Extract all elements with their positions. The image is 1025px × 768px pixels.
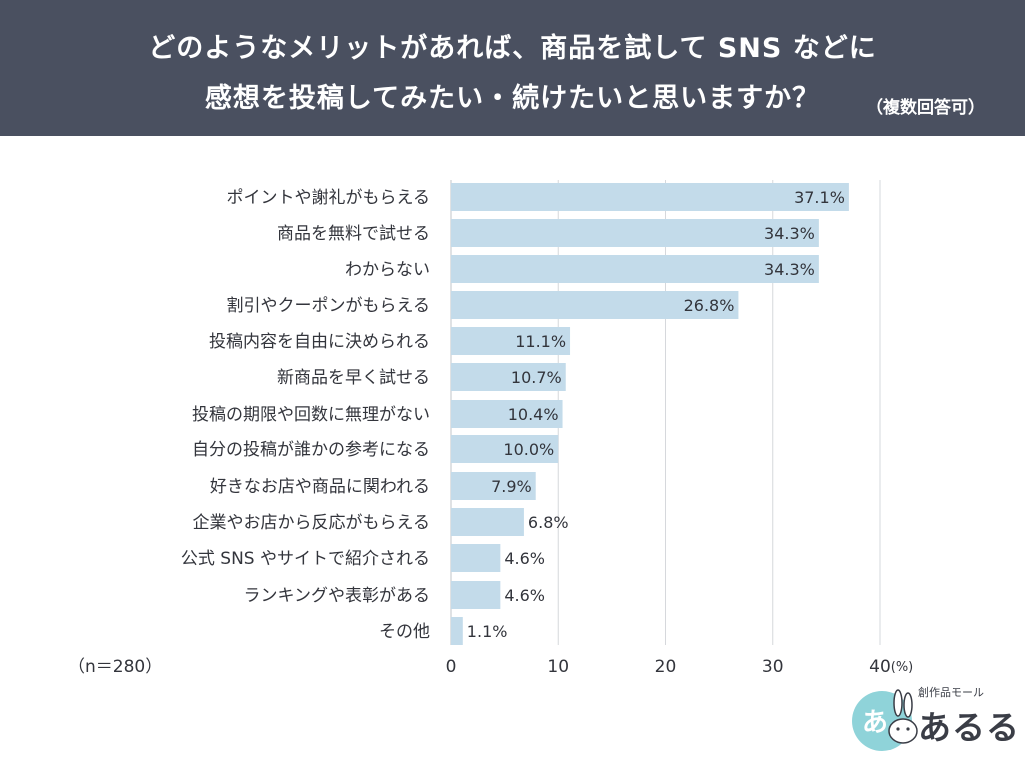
category-label: 好きなお店や商品に関われる: [210, 477, 430, 497]
value-label: 7.9%: [491, 477, 532, 496]
category-label: その他: [379, 622, 430, 642]
bar: [451, 472, 536, 500]
multiple-answer-note: （複数回答可）: [866, 98, 985, 118]
category-label: 投稿内容を自由に決められる: [209, 332, 430, 352]
bar: [451, 581, 501, 609]
bar: [451, 363, 566, 391]
category-label: 割引やクーポンがもらえる: [227, 296, 431, 316]
x-tick-label: 10: [547, 657, 569, 677]
value-label: 4.6%: [504, 549, 545, 568]
x-tick-label: 0: [446, 657, 457, 677]
category-label: わからない: [345, 260, 430, 280]
value-label: 34.3%: [764, 260, 815, 279]
bar-chart: 0 10 20 30 40 (%) ポイントや謝礼がもらえる 37.1% 商品を無料で試せる 34…: [181, 180, 914, 677]
bar: [451, 183, 849, 211]
category-label: 商品を無料で試せる: [277, 224, 430, 244]
value-label: 10.7%: [511, 368, 562, 387]
value-label: 4.6%: [504, 586, 545, 605]
sample-size-label: （n＝280）: [68, 657, 163, 677]
value-label: 1.1%: [467, 622, 508, 641]
logo-subtitle: 創作品モール: [918, 686, 984, 699]
bar: [451, 544, 501, 572]
bar: [451, 327, 571, 355]
brand-logo: あ 創作品モール あるる: [848, 683, 1020, 759]
x-tick-label: 40: [869, 657, 891, 677]
bar: [451, 400, 563, 428]
x-axis-unit: (%): [891, 660, 914, 675]
category-label: 投稿の期限や回数に無理がない: [192, 405, 430, 425]
title-line-1: どのようなメリットがあれば、商品を試して SNS などに: [148, 33, 877, 64]
value-label: 6.8%: [528, 513, 569, 532]
category-label: 企業やお店から反応がもらえる: [193, 513, 431, 533]
logo-name: あるる: [918, 708, 1020, 747]
title-banner: どのようなメリットがあれば、商品を試して SNS などに 感想を投稿してみたい・…: [0, 0, 1025, 136]
x-tick-label: 30: [762, 657, 784, 677]
x-tick-label: 20: [655, 657, 677, 677]
category-label: 自分の投稿が誰かの参考になる: [192, 440, 430, 460]
title-line-2: 感想を投稿してみたい・続けたいと思いますか？: [204, 83, 821, 114]
category-label: 新商品を早く試せる: [277, 368, 430, 388]
bar: [451, 219, 819, 247]
value-label: 11.1%: [515, 332, 566, 351]
value-label: 34.3%: [764, 224, 815, 243]
category-label: ポイントや謝礼がもらえる: [227, 188, 431, 208]
category-label: ランキングや表彰がある: [244, 586, 431, 606]
value-label: 10.0%: [503, 440, 554, 459]
logo-badge-text: あ: [862, 708, 888, 738]
value-label: 10.4%: [508, 405, 559, 424]
bar: [451, 435, 559, 463]
bar: [451, 617, 463, 645]
bar: [451, 508, 524, 536]
value-label: 37.1%: [794, 188, 845, 207]
bar: [451, 291, 739, 319]
category-label: 公式 SNS やサイトで紹介される: [181, 549, 430, 569]
rabbit-logo-icon: あ: [852, 689, 918, 751]
bar: [451, 255, 819, 283]
value-label: 26.8%: [684, 296, 735, 315]
